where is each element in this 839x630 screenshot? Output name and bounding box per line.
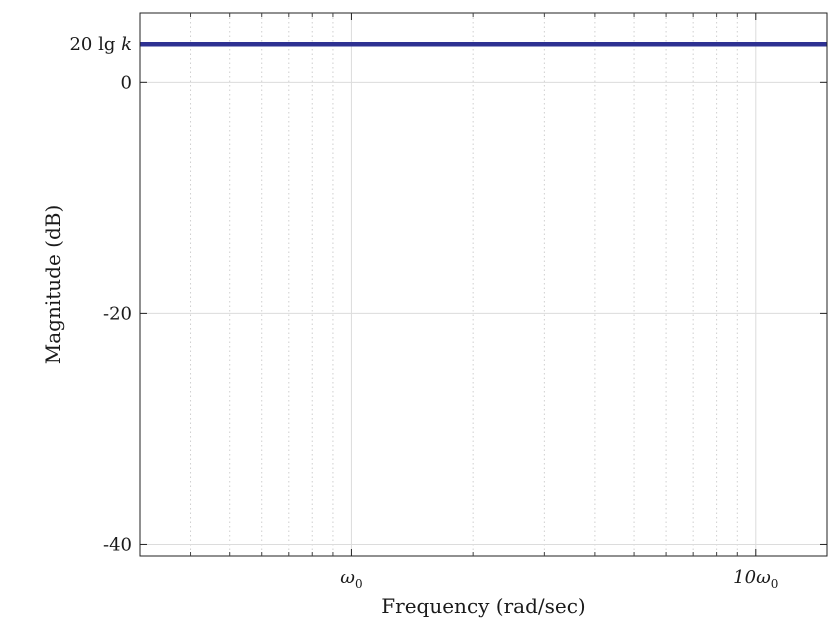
ticks: ω0 10ω0 0 -20 -40 20 lg k — [69, 13, 827, 591]
y-axis-label: Magnitude (dB) — [41, 205, 65, 365]
y-tick-label: 0 — [121, 72, 132, 93]
x-tick-label: ω0 — [340, 567, 362, 591]
grid — [140, 13, 827, 556]
y-tick-label: -40 — [103, 534, 132, 555]
y-tick-label: -20 — [103, 303, 132, 324]
x-axis-label: Frequency (rad/sec) — [381, 594, 585, 618]
plot-frame — [139, 12, 828, 557]
x-tick-label: 10ω0 — [733, 567, 778, 591]
y-constant-label: 20 lg k — [69, 34, 132, 55]
